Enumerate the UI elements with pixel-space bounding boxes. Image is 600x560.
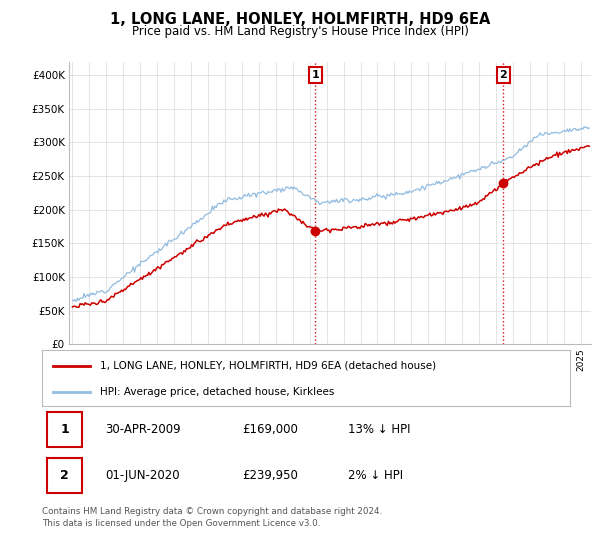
Text: HPI: Average price, detached house, Kirklees: HPI: Average price, detached house, Kirk… — [100, 387, 334, 397]
Text: 13% ↓ HPI: 13% ↓ HPI — [348, 423, 411, 436]
FancyBboxPatch shape — [47, 458, 82, 493]
Text: Contains HM Land Registry data © Crown copyright and database right 2024.
This d: Contains HM Land Registry data © Crown c… — [42, 507, 382, 528]
Text: 1: 1 — [60, 423, 69, 436]
Text: 2: 2 — [499, 70, 507, 80]
FancyBboxPatch shape — [47, 412, 82, 447]
Text: 2: 2 — [60, 469, 69, 482]
Text: £169,000: £169,000 — [242, 423, 299, 436]
Text: 1: 1 — [311, 70, 319, 80]
Text: 30-APR-2009: 30-APR-2009 — [106, 423, 181, 436]
Text: 1, LONG LANE, HONLEY, HOLMFIRTH, HD9 6EA (detached house): 1, LONG LANE, HONLEY, HOLMFIRTH, HD9 6EA… — [100, 361, 436, 371]
Text: Price paid vs. HM Land Registry's House Price Index (HPI): Price paid vs. HM Land Registry's House … — [131, 25, 469, 38]
Text: 1, LONG LANE, HONLEY, HOLMFIRTH, HD9 6EA: 1, LONG LANE, HONLEY, HOLMFIRTH, HD9 6EA — [110, 12, 490, 27]
Text: £239,950: £239,950 — [242, 469, 299, 482]
Text: 01-JUN-2020: 01-JUN-2020 — [106, 469, 180, 482]
Text: 2% ↓ HPI: 2% ↓ HPI — [348, 469, 403, 482]
